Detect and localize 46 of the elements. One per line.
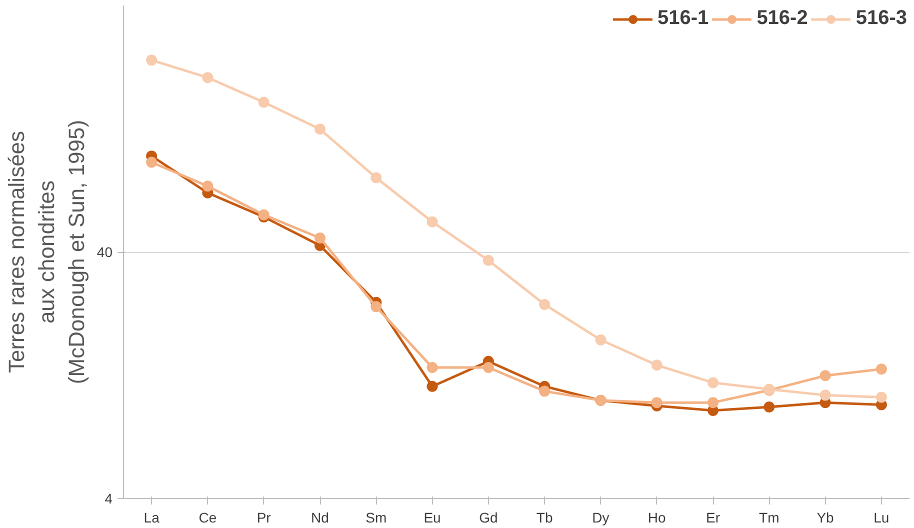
point [764, 402, 775, 413]
point [876, 364, 887, 375]
point [314, 124, 326, 135]
point [708, 377, 718, 388]
point [539, 298, 550, 310]
point [202, 180, 214, 192]
point [258, 96, 270, 108]
x-tick-label: Gd [479, 510, 498, 526]
point [426, 380, 438, 392]
point [146, 54, 158, 66]
x-tick-label: Pr [256, 510, 272, 526]
x-tick-label: Ho [648, 510, 666, 526]
legend-label: 516-3 [856, 7, 907, 30]
point [482, 362, 494, 373]
x-tick-label: Eu [424, 510, 441, 526]
point [820, 390, 831, 401]
point [482, 254, 494, 266]
x-tick-label: Ce [198, 510, 217, 526]
point [708, 397, 718, 408]
point [202, 72, 214, 84]
point [820, 370, 831, 382]
point [595, 334, 606, 346]
point [651, 360, 662, 371]
y-axis-title: Terres rares normalisées aux chondrites (McDonough et Sun, 1995) [4, 120, 89, 384]
x-tick-label: Dy [592, 510, 610, 526]
x-tick-label: Tb [536, 510, 553, 526]
legend-label: 516-2 [756, 7, 808, 30]
legend-label: 516-1 [658, 7, 709, 30]
point [146, 156, 158, 168]
point [426, 362, 438, 373]
x-tick-label: La [144, 510, 160, 526]
x-tick-label: Sm [366, 510, 387, 526]
point [314, 232, 326, 244]
x-tick-label: Lu [874, 510, 890, 526]
y-tick-label: 40 [96, 244, 113, 260]
x-tick-label: Er [706, 510, 720, 526]
point [876, 392, 887, 403]
point [651, 397, 662, 408]
point [426, 216, 438, 228]
x-tick-label: Nd [311, 510, 329, 526]
point [539, 386, 550, 397]
y-tick-label: 4 [104, 490, 113, 506]
point [370, 301, 382, 312]
point [370, 172, 382, 184]
x-tick-label: Yb [816, 510, 834, 526]
x-tick-label: Tm [759, 510, 780, 526]
